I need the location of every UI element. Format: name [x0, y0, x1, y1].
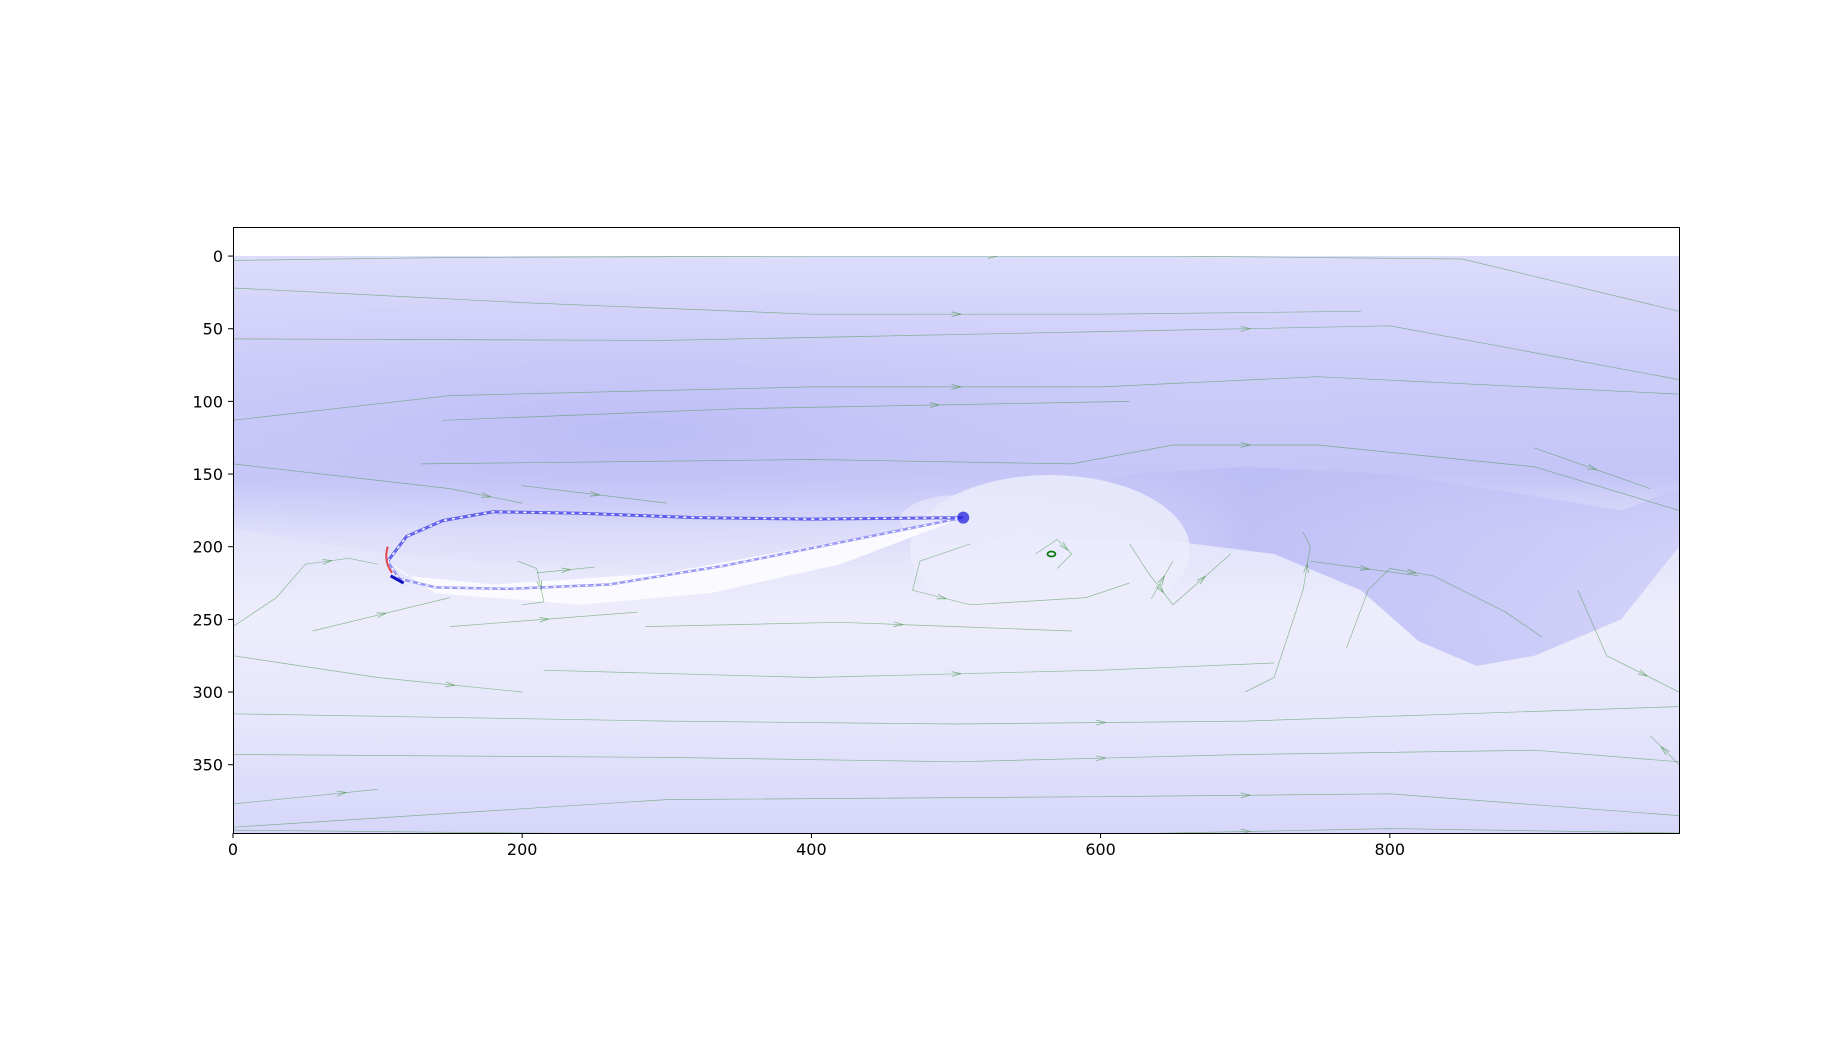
streamline-arrow	[929, 402, 940, 408]
streamline	[522, 485, 667, 504]
streamline	[1649, 735, 1679, 765]
streamline	[1310, 560, 1419, 577]
streamline-arrow	[445, 681, 456, 688]
streamline	[645, 621, 1072, 632]
streamline-arrow	[936, 593, 947, 600]
streamline-arrow	[560, 567, 571, 574]
streamline-arrow	[536, 580, 543, 591]
streamline-arrow	[951, 384, 962, 390]
streamline	[1035, 538, 1073, 569]
streamline	[1172, 553, 1231, 606]
streamline	[449, 611, 638, 627]
streamline	[233, 793, 1679, 828]
airfoil-lower-surface	[386, 516, 964, 591]
streamline-arrow	[1240, 326, 1251, 332]
streamline-arrow	[539, 616, 550, 623]
axes-frame	[233, 227, 1680, 834]
x-tick-label: 200	[507, 840, 538, 859]
streamline	[233, 789, 378, 805]
streamline-arrow	[951, 671, 962, 677]
streamline	[233, 463, 523, 504]
streamlines-group	[233, 256, 1679, 834]
streamline	[312, 597, 450, 632]
streamline	[912, 543, 1130, 606]
y-tick-label: 150	[192, 465, 223, 484]
y-tick-label: 50	[203, 320, 223, 339]
streamline-arrow	[376, 612, 387, 619]
streamline-arrow	[1096, 755, 1106, 762]
streamline-arrow	[893, 621, 904, 628]
airfoil-upper-surface	[386, 510, 964, 563]
streamline	[233, 557, 378, 627]
streamline-arrow	[1157, 575, 1165, 586]
x-tick-label: 0	[228, 840, 238, 859]
streamline-arrow	[1303, 563, 1309, 574]
y-tick-label: 200	[192, 538, 223, 557]
plot-area	[233, 256, 1679, 834]
streamline-arrow	[987, 256, 998, 259]
streamline	[420, 444, 1679, 511]
airfoil-body	[385, 510, 970, 591]
streamline	[1245, 532, 1311, 693]
streamline-arrow	[951, 311, 962, 317]
streamline	[233, 706, 1679, 725]
streamline-arrow	[1196, 575, 1206, 585]
leading-edge-high-pressure	[385, 546, 393, 574]
streamline-arrow	[1359, 565, 1370, 571]
x-tick-label: 600	[1085, 840, 1116, 859]
y-tick-label: 250	[192, 610, 223, 629]
y-tick-label: 300	[192, 683, 223, 702]
y-axis-ticks: 0 50 100 150 200 250 300 350	[192, 247, 233, 775]
y-tick-label: 100	[192, 392, 223, 411]
x-tick-label: 400	[796, 840, 827, 859]
streamline	[1577, 590, 1679, 693]
streamline-arrow	[1637, 669, 1648, 677]
blank-top-strip	[233, 256, 1679, 257]
streamline	[1534, 447, 1651, 489]
streamline-arrow	[322, 559, 333, 565]
streamline	[543, 662, 1275, 678]
trailing-edge-spot	[957, 511, 970, 524]
streamline	[233, 325, 1679, 380]
streamline-arrow	[589, 491, 600, 497]
streamline-arrow	[481, 492, 492, 498]
streamline	[442, 401, 1130, 421]
streamline	[233, 287, 1361, 315]
streamline	[233, 749, 1679, 763]
streamline	[233, 655, 523, 693]
streamline	[536, 566, 595, 574]
streamline-arrow	[1096, 719, 1106, 726]
vortex-core	[1046, 550, 1057, 558]
streamline-arrow	[1406, 568, 1417, 575]
streamline-arrow	[1660, 746, 1670, 756]
streamline	[233, 376, 1679, 421]
vortex-center-marker	[1046, 550, 1057, 558]
leading-edge-low-pressure	[389, 574, 405, 585]
y-tick-label: 0	[213, 247, 223, 266]
x-axis-ticks: 0 200 400 600 800	[228, 833, 1405, 859]
streamline-arrow	[1240, 792, 1251, 799]
streamline-arrow	[336, 790, 347, 797]
streamline-arrow	[1240, 442, 1251, 448]
streamline	[1346, 568, 1542, 649]
streamline	[1150, 561, 1174, 600]
x-tick-label: 800	[1375, 840, 1406, 859]
streamline-arrow	[1059, 541, 1069, 551]
streamline-arrow	[1587, 464, 1598, 471]
streamline	[1129, 543, 1174, 606]
airfoil-lower-white-zone	[387, 517, 964, 605]
streamline	[517, 560, 545, 606]
streamline-arrow	[1155, 583, 1165, 594]
streamline	[233, 256, 1679, 312]
y-tick-label: 350	[192, 756, 223, 775]
